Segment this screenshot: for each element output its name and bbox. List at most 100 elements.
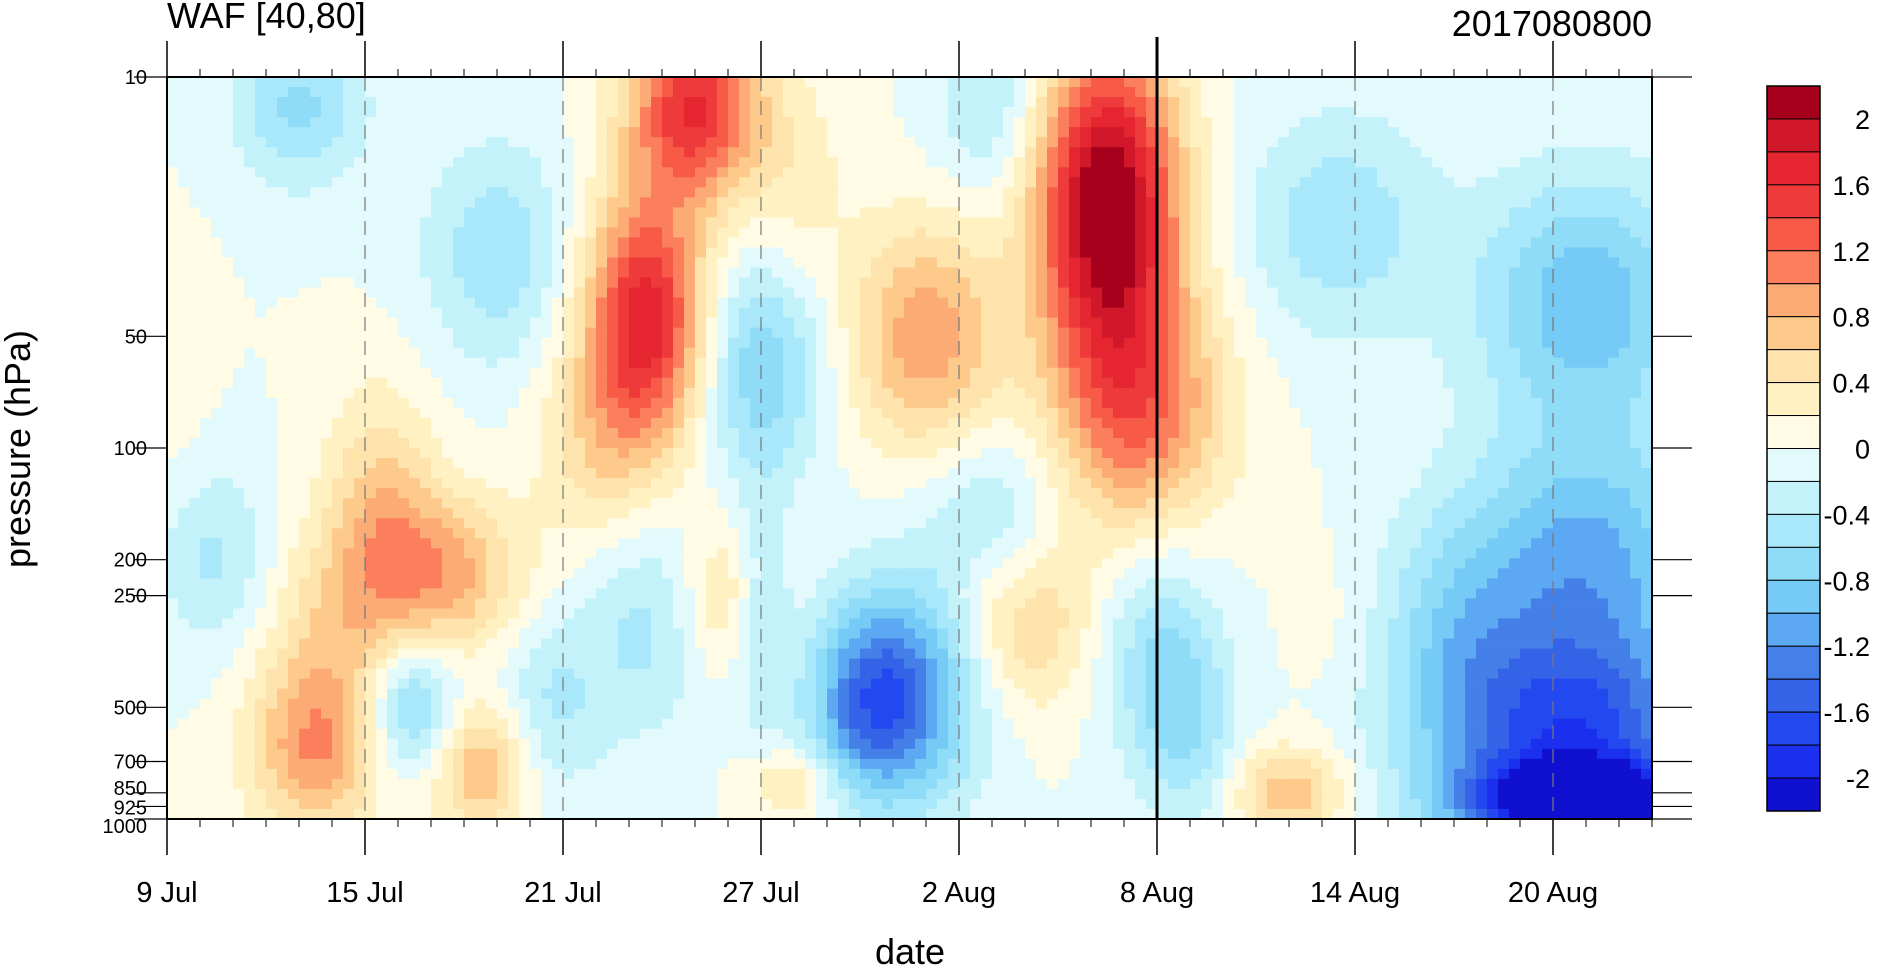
- contour-cell: [1047, 107, 1059, 118]
- contour-cell: [398, 117, 410, 128]
- contour-cell: [1113, 97, 1125, 108]
- contour-cell: [783, 437, 795, 449]
- contour-cell: [552, 387, 564, 399]
- contour-cell: [618, 227, 630, 239]
- contour-cell: [1575, 387, 1587, 399]
- contour-cell: [508, 147, 520, 158]
- contour-cell: [222, 377, 234, 389]
- contour-cell: [1135, 397, 1147, 409]
- contour-cell: [1333, 367, 1345, 379]
- contour-cell: [1135, 77, 1147, 88]
- contour-cell: [343, 327, 355, 339]
- contour-cell: [1641, 387, 1652, 399]
- contour-cell: [464, 217, 476, 229]
- contour-cell: [717, 237, 729, 249]
- contour-cell: [1355, 117, 1367, 128]
- contour-cell: [992, 127, 1004, 138]
- contour-cell: [1047, 437, 1059, 449]
- contour-cell: [948, 217, 960, 229]
- contour-cell: [1135, 317, 1147, 329]
- contour-cell: [1036, 417, 1048, 429]
- contour-cell: [706, 147, 718, 158]
- contour-cell: [1146, 437, 1158, 449]
- contour-cell: [211, 237, 223, 249]
- contour-cell: [1113, 297, 1125, 309]
- contour-cell: [1465, 257, 1477, 269]
- contour-cell: [1135, 377, 1147, 389]
- contour-cell: [1432, 397, 1444, 409]
- contour-cell: [244, 167, 256, 178]
- contour-cell: [167, 367, 179, 379]
- contour-cell: [1432, 277, 1444, 289]
- contour-cell: [1410, 207, 1422, 218]
- contour-cell: [167, 347, 179, 359]
- contour-cell: [1311, 387, 1323, 399]
- contour-cell: [596, 367, 608, 379]
- contour-cell: [1267, 267, 1279, 279]
- contour-cell: [585, 147, 597, 158]
- contour-cell: [827, 167, 839, 178]
- contour-cell: [750, 87, 762, 98]
- contour-cell: [1586, 287, 1598, 299]
- contour-cell: [1179, 127, 1191, 138]
- contour-cell: [365, 207, 377, 218]
- contour-cell: [596, 407, 608, 419]
- contour-cell: [695, 277, 707, 289]
- contour-cell: [1476, 407, 1488, 419]
- contour-cell: [1476, 267, 1488, 279]
- contour-cell: [420, 257, 432, 269]
- contour-cell: [288, 367, 300, 379]
- contour-cell: [1432, 217, 1444, 229]
- contour-cell: [1025, 377, 1037, 389]
- contour-cell: [1113, 157, 1125, 168]
- contour-cell: [629, 87, 641, 98]
- contour-cell: [750, 277, 762, 289]
- contour-cell: [860, 237, 872, 249]
- contour-cell: [948, 317, 960, 329]
- contour-cell: [266, 137, 278, 148]
- contour-cell: [1025, 257, 1037, 269]
- contour-cell: [1157, 187, 1169, 198]
- contour-cell: [1168, 147, 1180, 158]
- contour-cell: [343, 387, 355, 399]
- contour-cell: [1333, 317, 1345, 329]
- contour-cell: [1102, 367, 1114, 379]
- contour-cell: [1069, 197, 1081, 208]
- contour-cell: [1465, 197, 1477, 208]
- contour-cell: [486, 377, 498, 389]
- contour-cell: [1597, 437, 1609, 449]
- contour-cell: [1289, 217, 1301, 229]
- contour-cell: [486, 217, 498, 229]
- contour-cell: [508, 197, 520, 208]
- contour-cell: [1333, 247, 1345, 259]
- contour-cell: [1190, 337, 1202, 349]
- contour-cell: [310, 107, 322, 118]
- contour-cell: [332, 307, 344, 319]
- contour-cell: [904, 347, 916, 359]
- contour-cell: [189, 267, 201, 279]
- contour-cell: [552, 287, 564, 299]
- contour-cell: [706, 257, 718, 269]
- contour-cell: [398, 247, 410, 259]
- contour-cell: [475, 287, 487, 299]
- contour-cell: [827, 197, 839, 208]
- contour-cell: [1135, 297, 1147, 309]
- contour-cell: [1443, 237, 1455, 249]
- contour-cell: [1575, 287, 1587, 299]
- contour-cell: [1410, 417, 1422, 429]
- contour-cell: [398, 207, 410, 218]
- contour-cell: [761, 407, 773, 419]
- contour-cell: [1234, 307, 1246, 319]
- contour-cell: [1003, 127, 1015, 138]
- contour-cell: [310, 297, 322, 309]
- contour-cell: [1058, 177, 1070, 188]
- contour-cell: [1608, 317, 1620, 329]
- contour-cell: [530, 247, 542, 259]
- contour-cell: [1036, 347, 1048, 359]
- contour-cell: [849, 257, 861, 269]
- contour-cell: [1542, 87, 1554, 98]
- contour-cell: [244, 387, 256, 399]
- contour-cell: [1234, 107, 1246, 118]
- contour-cell: [1256, 257, 1268, 269]
- contour-cell: [1256, 417, 1268, 429]
